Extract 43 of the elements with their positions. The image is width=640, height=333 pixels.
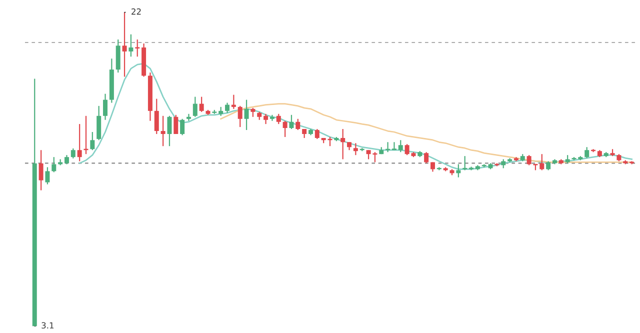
candlestick — [52, 156, 56, 173]
candlestick — [160, 115, 166, 147]
candlestick — [167, 115, 172, 147]
candlestick — [225, 102, 230, 114]
candlestick — [340, 128, 346, 160]
candlestick — [314, 128, 320, 140]
candlestick — [526, 154, 532, 166]
candlestick — [70, 148, 76, 159]
candlestick — [45, 166, 50, 185]
candlestick — [174, 114, 178, 135]
candlestick — [180, 118, 185, 136]
candlestick — [77, 123, 82, 162]
candlestick — [289, 114, 294, 130]
candlestick — [540, 154, 544, 171]
candlestick — [282, 120, 288, 138]
candlestick — [238, 105, 242, 128]
candlestick — [154, 98, 159, 135]
candlestick — [264, 113, 268, 125]
annotation: 3.1 — [42, 322, 54, 329]
candlestick — [456, 164, 461, 178]
candlestick — [96, 105, 102, 141]
candlestick — [38, 150, 44, 191]
annotation: 22 — [132, 8, 141, 15]
candlestick — [231, 94, 236, 110]
candlestick — [135, 38, 140, 58]
candlestick — [64, 154, 69, 165]
candlestick — [244, 99, 249, 131]
candlestick — [116, 38, 120, 74]
candlestick — [128, 34, 134, 58]
candlestick — [424, 152, 429, 164]
candlestick — [276, 113, 281, 125]
candlestick — [199, 96, 204, 112]
candlestick — [398, 140, 403, 153]
candlestick — [90, 131, 95, 151]
candlestick — [392, 142, 396, 151]
candlestick — [103, 93, 108, 120]
candlestick — [192, 96, 198, 118]
candlestick — [186, 113, 191, 122]
candlestick — [353, 142, 358, 156]
candlestick — [430, 162, 435, 172]
candlestick — [296, 118, 300, 131]
candlestick — [122, 12, 127, 78]
candlestick — [584, 146, 590, 159]
